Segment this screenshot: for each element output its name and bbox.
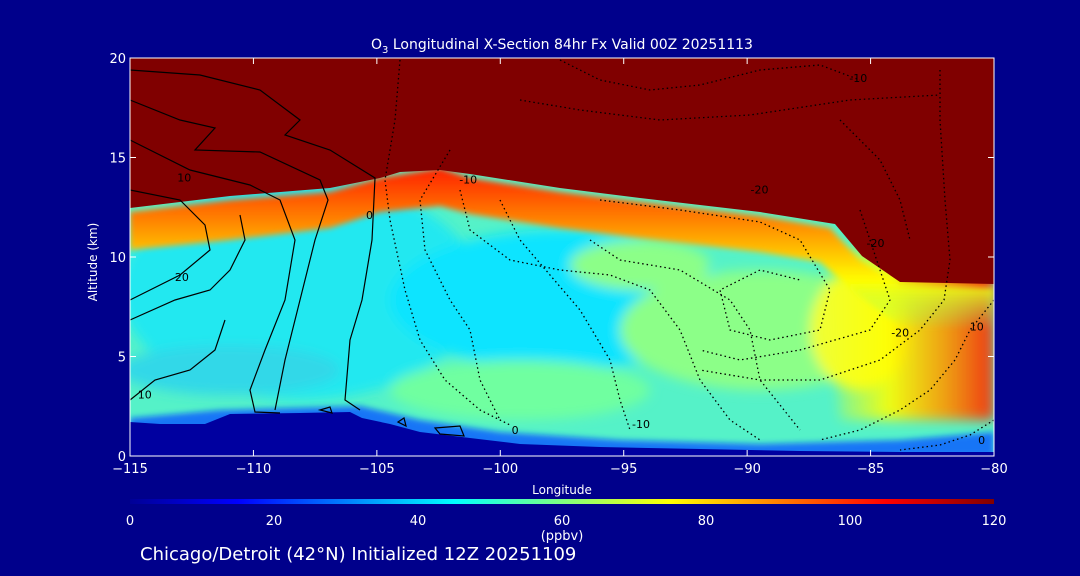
contours-solid <box>130 69 465 437</box>
contour-label: 10 <box>138 388 152 401</box>
colorbar <box>130 499 994 504</box>
colorbar-tick-label: 60 <box>554 514 571 529</box>
contour-line <box>130 189 211 301</box>
contour-label: -10 <box>459 173 477 186</box>
contour-line <box>396 417 407 428</box>
colorbar-ticks: 0 20 40 60 80 100 120 <box>126 514 1007 529</box>
title-o: O <box>371 37 382 53</box>
colorbar-tick-label: 80 <box>698 514 715 529</box>
contour-labels: -10 10 -10 -20 0 20 -20 -20 10 10 -10 0 0 <box>138 72 985 447</box>
x-tick-label: −110 <box>236 462 272 477</box>
field-green-center <box>570 240 710 290</box>
contour-line <box>519 94 941 121</box>
contour-line <box>839 119 911 241</box>
contour-label: 10 <box>177 171 191 184</box>
contour-line <box>589 239 801 431</box>
contour-label: 0 <box>978 434 985 447</box>
field-green-mid <box>390 360 650 420</box>
colorbar-unit-label: (ppbv) <box>541 529 584 544</box>
x-tick-label: −105 <box>359 462 395 477</box>
footer-caption: Chicago/Detroit (42°N) Initialized 12Z 2… <box>140 544 576 565</box>
y-tick-label: 20 <box>109 52 126 67</box>
x-axis: −115 −110 −105 −100 −95 −90 −85 −80 <box>112 58 1008 477</box>
contour-line <box>317 406 333 414</box>
title-subscript: 3 <box>382 45 388 56</box>
colorbar-tick-label: 120 <box>982 514 1007 529</box>
contour-line <box>699 70 951 381</box>
y-axis-label: Altitude (km) <box>86 223 100 302</box>
x-tick-label: −95 <box>610 462 637 477</box>
x-tick-label: −100 <box>482 462 518 477</box>
contour-line <box>130 99 329 411</box>
y-tick-label: 15 <box>109 152 126 167</box>
field-terrain <box>130 412 994 456</box>
x-tick-label: −80 <box>980 462 1007 477</box>
y-axis: 0 5 10 15 20 <box>109 52 994 465</box>
y-tick-label: 5 <box>118 351 126 366</box>
contour-line <box>130 319 226 401</box>
y-tick-label: 0 <box>118 450 126 465</box>
colorbar-tick-label: 0 <box>126 514 134 529</box>
contour-label: -20 <box>751 183 769 196</box>
contour-label: 20 <box>175 271 189 284</box>
colorbar-tick-label: 20 <box>266 514 283 529</box>
x-axis-label: Longitude <box>532 483 592 497</box>
x-tick-label: −115 <box>112 462 148 477</box>
contour-label: -20 <box>891 327 909 340</box>
contour-label: 0 <box>366 209 373 222</box>
title-rest: Longitudinal X-Section 84hr Fx Valid 00Z… <box>388 37 753 53</box>
field-stratosphere <box>130 58 994 284</box>
x-tick-label: −85 <box>857 462 884 477</box>
contour-label: 10 <box>970 321 984 334</box>
contour-label: -10 <box>849 72 867 85</box>
contour-label: 0 <box>512 424 519 437</box>
chart-title: O3 Longitudinal X-Section 84hr Fx Valid … <box>371 37 753 56</box>
field-tropopause-gradient <box>130 168 994 330</box>
contour-line <box>130 214 246 321</box>
y-tick-label: 10 <box>109 251 126 266</box>
contour-line <box>433 425 465 437</box>
colorbar-tick-label: 100 <box>838 514 863 529</box>
contour-label: -10 <box>632 418 650 431</box>
contour-line <box>130 69 376 411</box>
filled-field: -10 10 -10 -20 0 20 -20 -20 10 10 -10 0 0 <box>130 58 994 456</box>
contour-line <box>499 199 631 431</box>
field-cyan-low <box>130 345 340 395</box>
contour-line <box>899 419 994 451</box>
colorbar-tick-label: 40 <box>410 514 427 529</box>
x-tick-label: −90 <box>733 462 760 477</box>
contour-label: -20 <box>867 237 885 250</box>
contour-line <box>130 139 296 414</box>
contours-dotted <box>384 59 994 451</box>
contour-line <box>699 209 891 361</box>
